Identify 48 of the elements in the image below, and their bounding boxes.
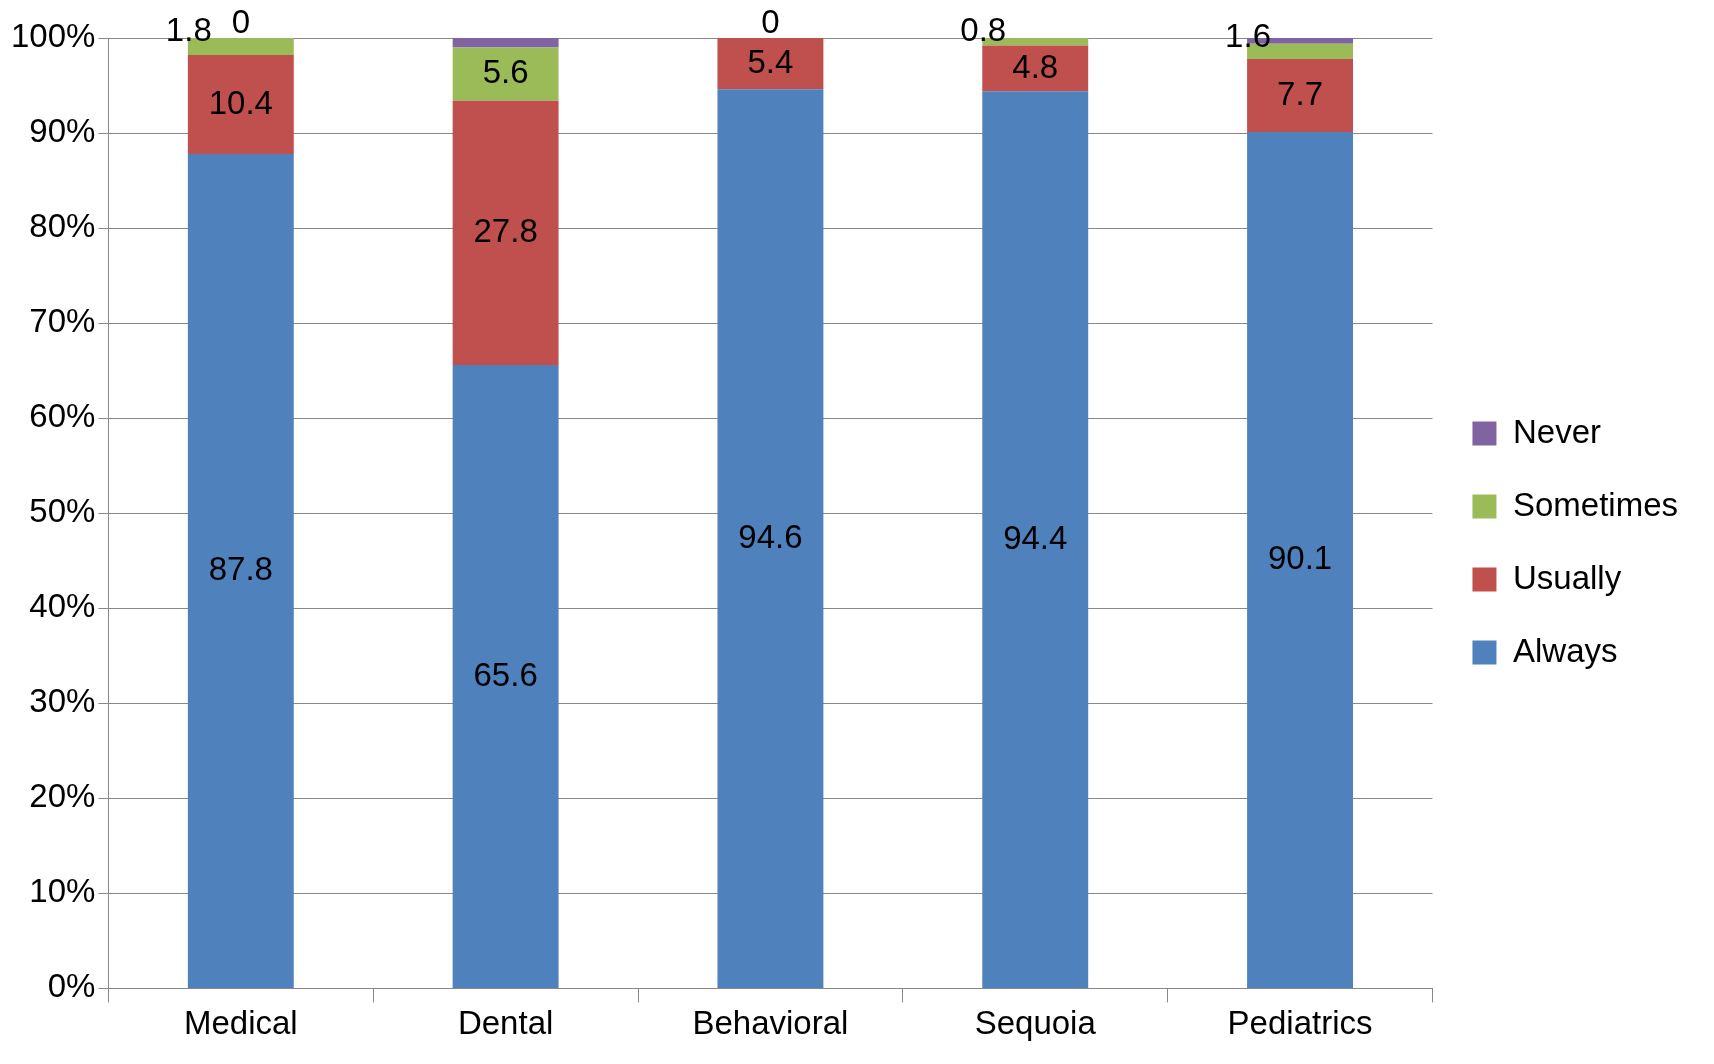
- data-label: 7.7: [1277, 74, 1323, 112]
- legend-label: Always: [1512, 631, 1618, 669]
- x-tick-label: Behavioral: [692, 1004, 849, 1042]
- bar: [717, 38, 824, 90]
- data-label: 5.4: [747, 42, 794, 80]
- bar: [452, 100, 559, 365]
- x-tick-label: Pediatrics: [1227, 1004, 1373, 1042]
- x-tick-label: Medical: [183, 1004, 298, 1042]
- bar: [187, 153, 294, 988]
- y-tick-label: 100%: [11, 17, 96, 55]
- data-label: 90.1: [1267, 539, 1333, 577]
- data-label: 65.6: [473, 655, 538, 693]
- y-tick-label: 10%: [29, 872, 96, 910]
- y-tick-label: 80%: [29, 207, 96, 245]
- bar: [717, 89, 824, 988]
- data-label: 27.8: [473, 211, 538, 249]
- data-label: 87.8: [208, 550, 273, 588]
- legend-label: Sometimes: [1512, 485, 1679, 523]
- data-label: 4.8: [1012, 47, 1059, 85]
- bar: [187, 55, 294, 154]
- data-label: 94.6: [738, 517, 803, 555]
- bar: [982, 45, 1089, 92]
- data-label: 0: [231, 3, 250, 41]
- legend-label: Usually: [1512, 558, 1622, 596]
- bar: [452, 47, 559, 101]
- bar: [1247, 58, 1354, 133]
- data-label: 0: [761, 3, 780, 41]
- y-tick-label: 50%: [29, 492, 96, 530]
- data-label: 1.6: [1225, 16, 1271, 54]
- y-tick-label: 60%: [29, 397, 96, 435]
- y-tick-label: 40%: [29, 587, 96, 625]
- data-label: 1.8: [165, 11, 212, 49]
- legend-label: Never: [1512, 412, 1601, 450]
- bar: [1247, 132, 1354, 988]
- y-tick-label: 30%: [29, 682, 96, 720]
- data-label: 10.4: [208, 83, 273, 121]
- y-tick-label: 20%: [29, 777, 96, 815]
- y-tick-label: 0%: [47, 967, 96, 1005]
- bar: [982, 91, 1089, 988]
- bar: [452, 38, 559, 48]
- x-tick-label: Sequoia: [974, 1004, 1097, 1042]
- data-label: 94.4: [1003, 518, 1068, 556]
- data-label: 0.8: [960, 11, 1007, 49]
- y-tick-label: 70%: [29, 302, 96, 340]
- bar: [452, 364, 559, 988]
- data-label: 5.6: [482, 53, 529, 91]
- y-tick-label: 90%: [29, 112, 96, 150]
- x-tick-label: Dental: [457, 1004, 554, 1042]
